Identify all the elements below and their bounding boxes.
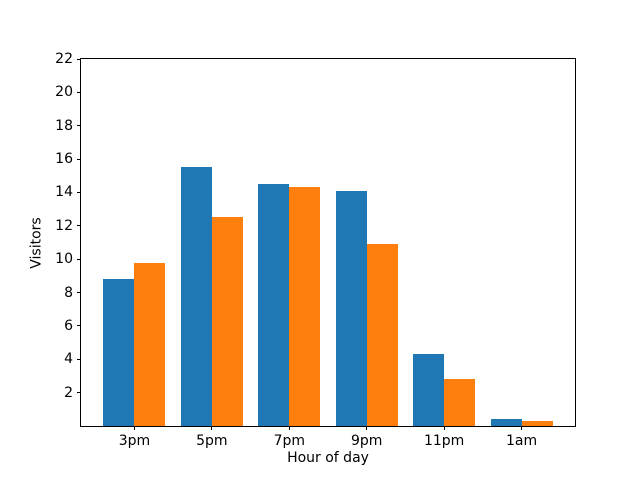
y-tick-mark [77, 58, 81, 60]
y-tick-label: 14 [55, 184, 73, 201]
x-tick-mark [521, 426, 523, 430]
x-tick-label: 1am [506, 433, 538, 449]
y-tick-label: 2 [64, 384, 73, 401]
y-tick-mark [77, 292, 81, 294]
x-tick-mark [366, 426, 368, 430]
bar-3pm-series-1-blue [103, 279, 135, 426]
bar-11pm-series-1-blue [413, 354, 445, 426]
y-tick-mark [77, 158, 81, 160]
bar-3pm-series-2-orange [134, 262, 166, 426]
x-tick-mark [443, 426, 445, 430]
y-tick-label: 20 [55, 84, 73, 101]
bar-1am-series-2-orange [521, 421, 553, 426]
x-tick-label: 9pm [350, 433, 383, 449]
x-tick-mark [211, 426, 213, 430]
bar-5pm-series-1-blue [180, 167, 212, 426]
x-tick-label: 3pm [118, 433, 151, 449]
x-tick-label: 7pm [273, 433, 305, 449]
y-tick-mark [77, 191, 81, 193]
bar-9pm-series-1-blue [335, 190, 367, 426]
bar-5pm-series-2-orange [211, 217, 243, 426]
y-tick-mark [77, 325, 81, 327]
x-tick-mark [288, 426, 290, 430]
bar-7pm-series-1-blue [258, 184, 290, 426]
x-axis-label: Hour of day [287, 450, 369, 466]
y-tick-mark [77, 125, 81, 127]
y-axis-label-wrap: Visitors [28, 58, 46, 427]
y-tick-mark [77, 392, 81, 394]
bar-1am-series-1-blue [490, 419, 522, 426]
y-tick-mark [77, 91, 81, 93]
bar-7pm-series-2-orange [289, 187, 321, 426]
y-tick-label: 8 [64, 284, 73, 301]
plot-area: 2 4 6 8 10 12 14 16 18 20 22 3pm 5pm 7pm 9pm 11pm 1am [55, 51, 576, 449]
y-tick-label: 16 [55, 151, 73, 168]
y-tick-label: 6 [64, 317, 73, 334]
y-tick-mark [77, 225, 81, 227]
y-tick-mark [77, 358, 81, 360]
y-tick-label: 10 [55, 251, 73, 268]
y-tick-label: 12 [55, 217, 73, 234]
y-tick-mark [77, 258, 81, 260]
y-tick-label: 22 [55, 51, 73, 67]
x-tick-label: 11pm [423, 433, 465, 449]
bar-9pm-series-2-orange [366, 244, 398, 426]
x-tick-mark [133, 426, 135, 430]
y-tick-label: 4 [64, 351, 73, 368]
bar-11pm-series-2-orange [444, 379, 476, 426]
y-tick-label: 18 [55, 117, 73, 134]
x-tick-label: 5pm [196, 433, 228, 449]
